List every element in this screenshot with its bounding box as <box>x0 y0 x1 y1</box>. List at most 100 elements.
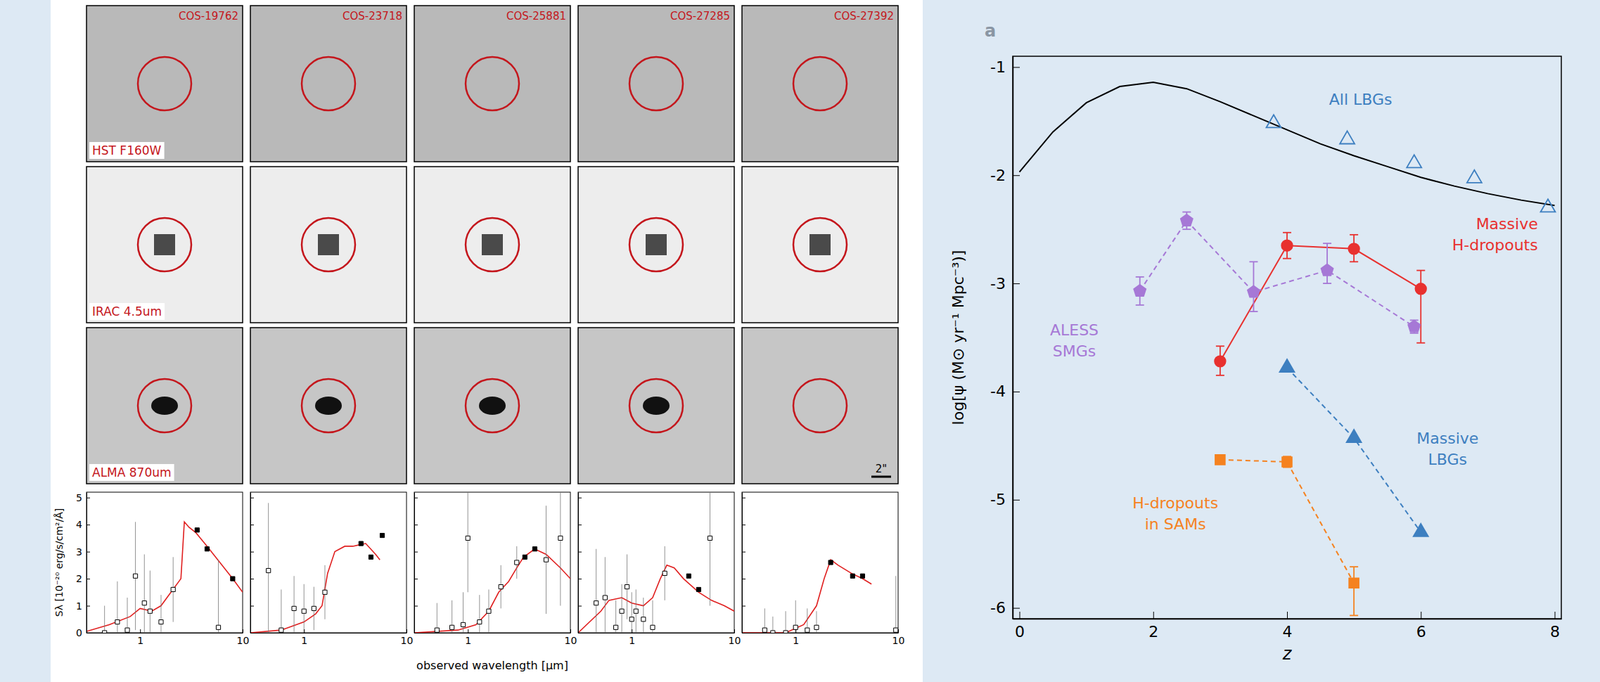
marker <box>1280 359 1295 373</box>
tick-mark <box>578 552 582 553</box>
tick-mark <box>795 629 797 633</box>
error-cap <box>1416 342 1425 344</box>
cutout-bg <box>250 166 407 323</box>
error-bar <box>149 571 151 633</box>
line <box>414 549 571 633</box>
tick: 1 <box>137 629 144 647</box>
line <box>1220 245 1421 362</box>
tick-mark <box>1012 391 1020 393</box>
marker <box>279 628 284 633</box>
error-cap <box>1135 304 1145 306</box>
tick-mark <box>631 629 633 633</box>
marker <box>266 568 271 573</box>
cutout-bg <box>86 166 243 323</box>
tick-mark <box>1012 66 1020 68</box>
plot-frame <box>578 492 735 633</box>
irac-source <box>154 234 176 256</box>
marker <box>460 622 465 627</box>
tick-mark <box>578 606 582 607</box>
alma-source <box>642 396 670 415</box>
tick-mark <box>578 578 582 580</box>
error-line <box>467 492 469 593</box>
error-cap <box>1349 614 1359 617</box>
series <box>1215 455 1359 616</box>
axis-line <box>251 632 408 634</box>
tick-mark <box>250 578 254 580</box>
tick-label: 2 <box>75 573 83 585</box>
source-name: COS-27392 <box>834 9 894 23</box>
tick-label: -2 <box>990 166 1006 185</box>
marker <box>1215 455 1226 465</box>
series <box>741 559 872 633</box>
line <box>741 559 872 633</box>
tick: 10 <box>892 629 906 647</box>
marker <box>358 541 363 546</box>
tick <box>250 578 254 580</box>
error-line <box>785 611 787 633</box>
marker <box>1540 199 1556 212</box>
cutout-bg <box>741 5 899 162</box>
error-bar <box>709 492 711 607</box>
left-panel-bg <box>50 0 923 682</box>
axis <box>741 493 746 634</box>
marker <box>707 535 712 541</box>
line <box>1287 367 1421 533</box>
cutout-bg <box>250 327 407 484</box>
error-cap <box>1282 258 1292 260</box>
tick-mark <box>1287 611 1288 619</box>
tick-mark <box>1012 500 1020 501</box>
line <box>578 565 735 633</box>
cutout-bg <box>741 327 899 484</box>
tick-mark <box>741 606 746 607</box>
source-name: COS-27285 <box>670 9 731 23</box>
marker <box>115 620 120 625</box>
marker <box>1348 243 1360 255</box>
axis <box>578 493 582 634</box>
tick-mark <box>741 552 746 553</box>
cutout: COS-25881 <box>414 5 571 162</box>
aperture <box>301 218 356 272</box>
tick-mark <box>414 606 418 607</box>
cutout-bg <box>414 5 571 162</box>
error-bar <box>467 492 469 593</box>
tick-mark <box>741 578 746 580</box>
series-label: H-dropoutsin SAMs <box>1132 494 1219 534</box>
axis-title: Sλ [10⁻²⁰ erg/s/cm²/Å] <box>53 508 65 617</box>
plot-area <box>741 559 899 633</box>
series <box>266 502 328 633</box>
error-line <box>895 576 896 633</box>
axis: 02468 <box>1013 611 1563 641</box>
tick-mark <box>741 632 746 634</box>
tick-mark <box>1012 175 1020 176</box>
error-bar <box>267 502 269 633</box>
tick: 4 <box>75 519 91 531</box>
tick-label: 10 <box>728 635 742 647</box>
error-line <box>293 576 295 633</box>
series <box>1214 232 1427 376</box>
tick-label: 0 <box>1014 623 1025 641</box>
tick: 3 <box>75 546 91 558</box>
marker <box>850 573 855 579</box>
marker <box>311 606 316 611</box>
error-line <box>144 554 145 633</box>
tick: 1 <box>301 629 308 647</box>
error-bar <box>218 559 219 633</box>
marker <box>650 625 655 630</box>
marker <box>633 609 638 614</box>
tick <box>414 578 418 580</box>
tick-mark <box>250 552 254 553</box>
tick <box>414 497 418 499</box>
error-cap <box>1182 228 1191 230</box>
cutout <box>414 166 571 323</box>
error-bar <box>127 597 128 633</box>
error-line <box>595 549 597 633</box>
band-label: IRAC 4.5um <box>92 304 162 319</box>
error-line <box>631 592 633 633</box>
tick: 2 <box>75 573 91 585</box>
tick-mark <box>86 578 91 580</box>
aperture <box>137 56 192 111</box>
tick: 1 <box>628 629 636 647</box>
tick-mark <box>414 497 418 499</box>
plot-area <box>578 492 735 633</box>
tick-mark <box>1554 611 1555 619</box>
